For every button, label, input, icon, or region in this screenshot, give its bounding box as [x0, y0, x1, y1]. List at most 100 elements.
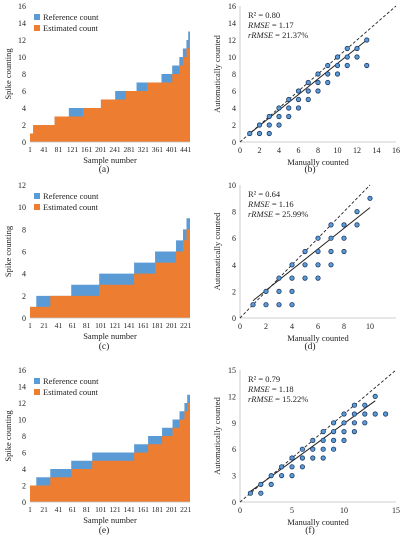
data-point — [256, 122, 263, 128]
rrmse-value: = 15.22% — [273, 394, 308, 404]
data-point — [305, 96, 311, 103]
regression-line — [252, 207, 371, 302]
data-point — [302, 262, 308, 268]
data-point — [289, 288, 295, 294]
x-tick-label: 121 — [109, 321, 121, 330]
legend-swatch-estimated — [34, 389, 40, 395]
data-point — [289, 262, 295, 268]
data-point — [299, 446, 305, 452]
data-point — [325, 79, 331, 86]
data-point — [278, 472, 285, 479]
x-axis-label: Manually counted — [287, 333, 349, 343]
legend-swatch-reference — [34, 378, 40, 384]
y-axis-label: Automatically counted — [212, 396, 222, 474]
rrmse-text: rRMSE = 21.37% — [248, 30, 308, 40]
data-point — [334, 62, 341, 69]
x-tick-label: 161 — [81, 145, 93, 154]
estimated-count-area — [30, 403, 190, 502]
data-point — [344, 62, 350, 69]
scatter-chart-d: 0 2 4 6 8 10 0 2 4 6 8 10 Manually counted Automatica… — [212, 181, 396, 343]
x-tick-label: 41 — [55, 505, 63, 514]
y-tick-label: 12 — [18, 181, 26, 190]
data-point — [341, 248, 347, 255]
x-tick-label: 41 — [40, 145, 48, 154]
y-tick-label: 0 — [232, 314, 236, 323]
legend-label-estimated: Estimated count — [43, 23, 99, 33]
data-point — [325, 62, 331, 69]
panel-caption-c: (c) — [99, 341, 110, 352]
data-point — [325, 71, 331, 77]
x-tick-label: 0 — [238, 506, 242, 515]
data-point — [286, 113, 292, 120]
x-tick-label: 0 — [238, 322, 242, 331]
data-point — [286, 105, 292, 111]
x-tick-label: 241 — [109, 145, 121, 154]
data-point — [341, 222, 347, 228]
x-tick-label: 21 — [40, 505, 48, 514]
rrmse-label: rRMSE — [248, 394, 274, 404]
data-point — [315, 88, 321, 94]
x-tick-label: 8 — [342, 322, 346, 331]
y-tick-label: 0 — [22, 138, 26, 147]
y-tick-label: 12 — [18, 36, 26, 45]
legend-swatch-reference — [34, 14, 40, 20]
x-tick-label: 1 — [28, 145, 32, 154]
y-tick-label: 8 — [22, 432, 26, 441]
legend-swatch-estimated — [34, 204, 40, 210]
x-axis-label: Sample number — [83, 515, 137, 525]
y-tick-label: 6 — [22, 449, 26, 458]
data-point — [310, 446, 316, 452]
rrmse-value: = 21.37% — [273, 30, 308, 40]
rmse-label: RMSE — [247, 20, 271, 30]
y-tick-label: 14 — [228, 19, 236, 28]
data-point — [289, 275, 295, 281]
y-tick-label: 9 — [232, 419, 236, 428]
data-point — [302, 248, 308, 255]
data-point — [310, 437, 316, 443]
data-point — [289, 302, 295, 308]
x-tick-label: 61 — [69, 505, 77, 514]
data-point — [330, 420, 337, 426]
x-tick-label: 161 — [138, 505, 150, 514]
y-tick-label: 2 — [232, 121, 236, 130]
data-point — [263, 302, 269, 308]
data-point — [330, 446, 337, 452]
data-point — [351, 420, 357, 426]
y-tick-label: 0 — [232, 498, 236, 507]
y-tick-label: 15 — [228, 366, 236, 375]
y-tick-label: 10 — [228, 181, 236, 190]
legend-label-estimated: Estimated count — [43, 202, 99, 212]
data-point — [276, 105, 282, 111]
data-point — [341, 411, 347, 417]
x-tick-label: 5 — [290, 506, 294, 515]
panel-caption-e: (e) — [99, 525, 110, 536]
x-tick-label: 4 — [290, 322, 294, 331]
x-tick-label: 161 — [138, 321, 150, 330]
y-tick-label: 6 — [22, 87, 26, 96]
rrmse-label: rRMSE — [248, 209, 274, 219]
data-point — [295, 88, 302, 94]
x-tick-label: 15 — [392, 506, 400, 515]
data-point — [256, 130, 263, 137]
y-tick-label: 6 — [232, 234, 236, 243]
data-point — [258, 481, 264, 487]
data-point — [305, 79, 311, 86]
data-point — [364, 37, 370, 43]
data-point — [341, 437, 347, 443]
x-tick-label: 121 — [109, 505, 121, 514]
x-tick-label: 221 — [180, 321, 192, 330]
x-tick-label: 201 — [95, 145, 107, 154]
x-tick-label: 8 — [316, 146, 320, 155]
data-point — [354, 209, 360, 215]
x-tick-label: 6 — [316, 322, 320, 331]
y-tick-label: 10 — [228, 53, 236, 62]
identity-line — [239, 369, 397, 503]
rmse-value: = 1.16 — [270, 199, 294, 209]
data-point — [320, 437, 326, 443]
x-axis-label: Manually counted — [287, 517, 349, 527]
